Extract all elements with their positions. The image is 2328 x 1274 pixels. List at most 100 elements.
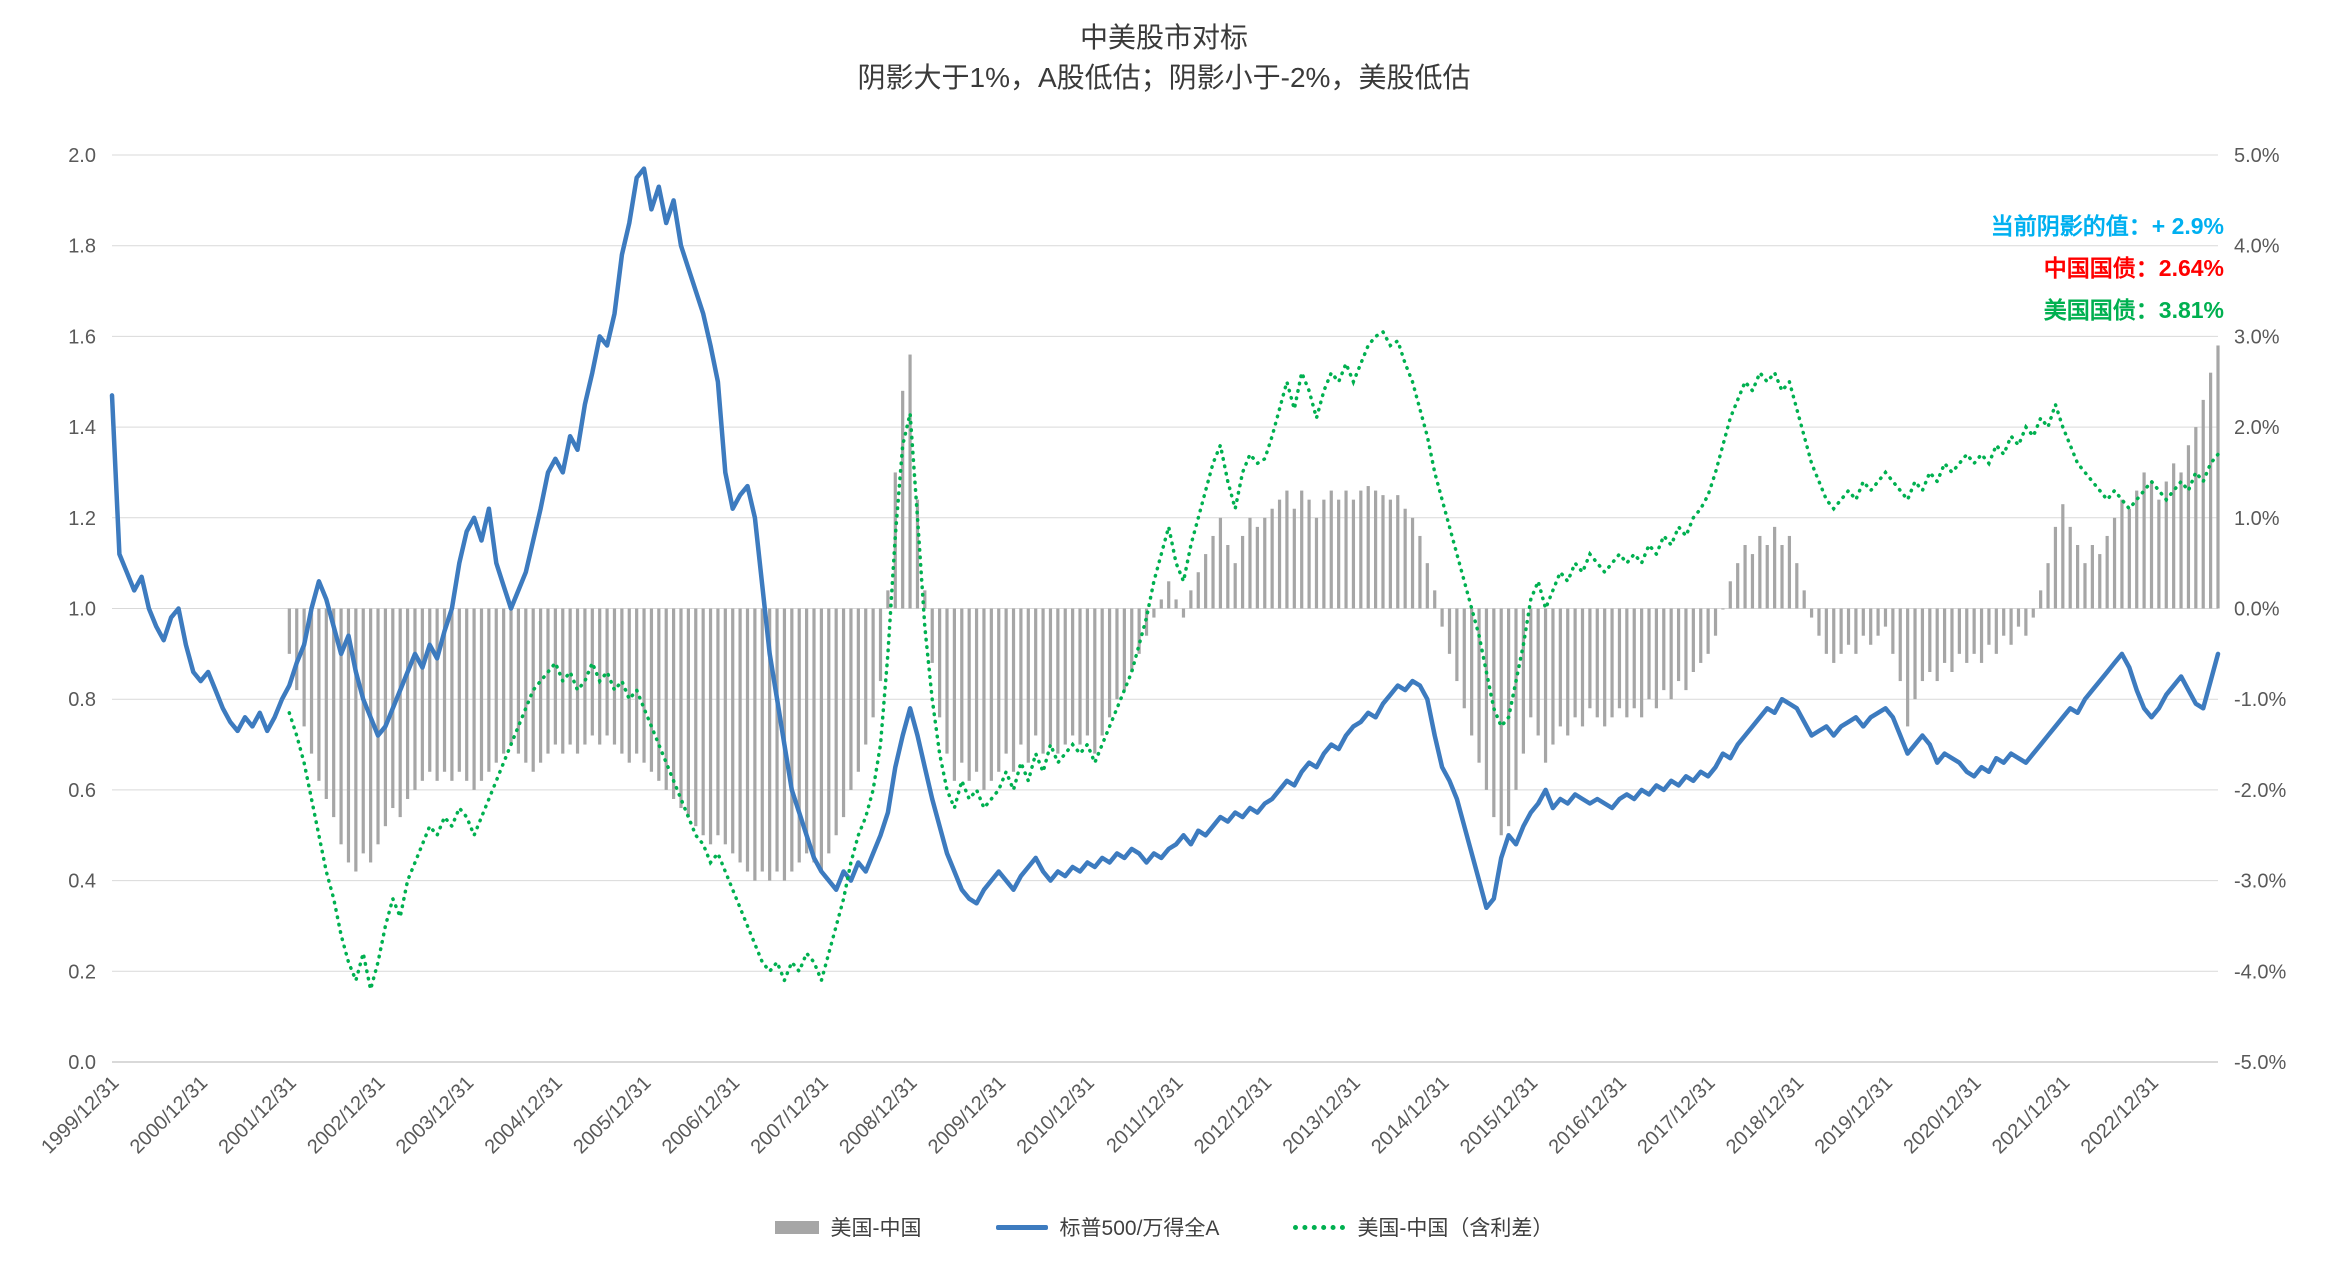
legend-label-us-china-spread: 美国-中国（含利差） <box>1357 1217 1554 1240</box>
us-china-bar <box>1041 608 1045 754</box>
us-china-bar <box>1477 608 1481 763</box>
left-axis-tick-label: 1.6 <box>68 326 96 348</box>
x-axis-date-label: 2011/12/31 <box>1102 1072 1187 1157</box>
left-axis-tick-label: 0.0 <box>68 1052 96 1074</box>
us-china-bar <box>960 608 964 763</box>
us-china-bar <box>1551 608 1555 745</box>
x-axis-date-label: 2005/12/31 <box>569 1072 655 1158</box>
us-china-bar <box>1144 608 1149 636</box>
us-china-bar <box>1181 608 1186 618</box>
us-china-bar <box>1721 608 1725 610</box>
dotted-line-swatch-icon <box>1293 1224 1346 1230</box>
us-china-bar <box>1447 608 1452 654</box>
us-china-bar <box>354 608 358 872</box>
us-china-bar <box>1255 526 1259 609</box>
us-china-bar <box>509 608 513 745</box>
us-china-bar <box>2135 490 2139 609</box>
us-china-bar <box>1425 563 1429 609</box>
us-china-bar <box>1329 490 1333 609</box>
us-china-bar <box>1314 517 1319 609</box>
line-swatch-icon <box>995 1224 1048 1230</box>
us-bond-yield-label: 美国国债：3.81% <box>2043 297 2224 323</box>
us-china-bar <box>812 608 816 863</box>
us-china-bar <box>612 608 617 745</box>
us-china-bar <box>1240 535 1245 609</box>
us-china-bar <box>2009 608 2013 645</box>
us-china-bar <box>1728 581 1732 609</box>
us-china-bar <box>1617 608 1622 709</box>
x-axis-date-label: 2013/12/31 <box>1279 1072 1365 1158</box>
us-china-bar <box>2164 481 2168 609</box>
us-china-bar <box>1499 608 1503 836</box>
legend: 美国-中国 标普500/万得全A 美国-中国（含利差） <box>0 1212 2328 1242</box>
us-china-bar <box>1130 608 1134 672</box>
right-axis-tick-label: -1.0% <box>2234 689 2286 711</box>
us-china-bar <box>487 608 491 772</box>
us-china-bar <box>1093 608 1097 754</box>
us-china-bar <box>1204 554 1208 609</box>
x-axis-date-label: 2009/12/31 <box>924 1072 1010 1158</box>
title-block: 中美股市对标 阴影大于1%，A股低估；阴影小于-2%，美股低估 <box>0 18 2328 98</box>
us-china-bar <box>575 608 580 754</box>
x-axis-date-label: 2002/12/31 <box>303 1072 389 1158</box>
us-china-bar <box>1085 608 1090 736</box>
us-china-bar <box>1470 608 1474 736</box>
us-china-bar <box>465 608 469 781</box>
us-china-bar <box>1928 608 1932 672</box>
us-china-bar <box>1004 608 1008 754</box>
us-china-bar <box>930 608 934 663</box>
us-china-bar <box>287 608 291 654</box>
us-china-bar <box>2142 472 2146 609</box>
us-china-bar <box>583 608 587 745</box>
annotation-block: 当前阴影的值：+ 2.9% 中国国债：2.64% 美国国债：3.81% <box>1991 205 2224 331</box>
us-china-bar <box>1137 608 1141 654</box>
us-china-bar <box>1854 608 1858 654</box>
us-china-bar <box>945 608 949 754</box>
us-china-bar <box>524 608 528 763</box>
us-china-bar <box>1942 608 1947 663</box>
us-china-bar <box>2105 535 2109 609</box>
x-axis-date-label: 2019/12/31 <box>1811 1072 1897 1158</box>
x-axis-date-label: 2004/12/31 <box>481 1072 567 1158</box>
us-china-bar <box>871 608 875 718</box>
us-china-bar <box>1418 535 1422 609</box>
chart-title: 中美股市对标 <box>1079 22 1248 53</box>
us-china-bar <box>982 608 986 790</box>
us-china-bar <box>553 608 557 745</box>
us-china-bar <box>1795 563 1799 609</box>
us-china-bar <box>2061 504 2065 609</box>
right-axis-tick-label: 0.0% <box>2234 599 2280 621</box>
us-china-bar <box>2076 545 2080 609</box>
us-china-bar <box>1403 508 1407 609</box>
us-china-bar <box>605 608 609 736</box>
x-axis-date-label: 2008/12/31 <box>835 1072 921 1158</box>
us-china-bar <box>1034 608 1038 736</box>
us-china-bar <box>1566 608 1570 736</box>
left-axis-tick-label: 0.8 <box>68 689 96 711</box>
us-china-bar <box>2068 526 2072 609</box>
right-axis-tick-label: 1.0% <box>2234 508 2280 530</box>
us-china-bar <box>413 608 417 790</box>
us-china-bar <box>1861 608 1865 636</box>
us-china-bar <box>672 608 676 799</box>
us-china-bar <box>1773 526 1777 609</box>
us-china-bar <box>1056 608 1060 754</box>
us-china-bar <box>790 608 794 872</box>
us-china-bar <box>938 608 942 718</box>
us-china-bar <box>346 608 351 863</box>
us-china-bar <box>819 608 823 872</box>
us-china-bar <box>1396 495 1400 609</box>
us-china-bar <box>376 608 380 845</box>
us-china-bar <box>1536 608 1540 736</box>
us-china-bar <box>1048 608 1053 745</box>
us-china-bar <box>2039 590 2043 609</box>
x-axis-date-label: 2001/12/31 <box>215 1072 301 1158</box>
us-china-bar <box>797 608 801 863</box>
right-axis-tick-label: 4.0% <box>2234 236 2280 258</box>
us-china-bar <box>1987 608 1991 645</box>
us-china-bar <box>886 590 890 609</box>
us-china-bar <box>1558 608 1562 727</box>
us-china-bar <box>878 608 883 682</box>
legend-item-us-china-spread: 美国-中国（含利差） <box>1293 1212 1553 1242</box>
